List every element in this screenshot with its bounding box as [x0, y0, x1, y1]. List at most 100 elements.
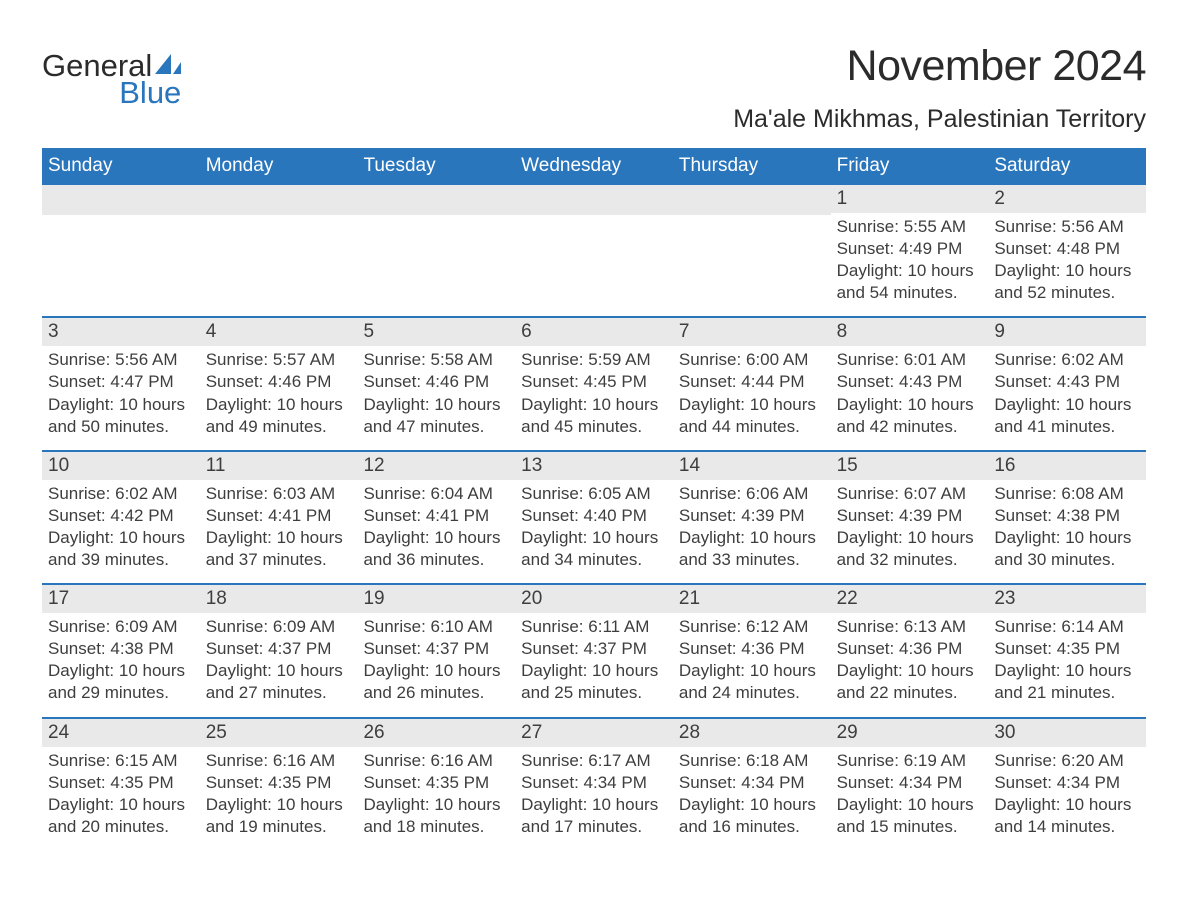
sunrise-label: Sunrise: — [521, 484, 583, 503]
sunrise-value: 6:20 AM — [1061, 751, 1123, 770]
daylight-label: Daylight: — [994, 261, 1060, 280]
day-cell: 2Sunrise: 5:56 AMSunset: 4:48 PMDaylight… — [988, 185, 1146, 316]
sunset-value: 4:37 PM — [584, 639, 647, 658]
day-cell-empty — [200, 185, 358, 316]
sunset-label: Sunset: — [994, 773, 1052, 792]
sunset-line: Sunset: 4:34 PM — [679, 772, 823, 794]
sunrise-line: Sunrise: 6:15 AM — [48, 750, 192, 772]
day-cell: 21Sunrise: 6:12 AMSunset: 4:36 PMDayligh… — [673, 585, 831, 716]
sunrise-label: Sunrise: — [679, 350, 741, 369]
day-cell: 29Sunrise: 6:19 AMSunset: 4:34 PMDayligh… — [831, 719, 989, 850]
brand-text: General Blue — [42, 48, 181, 108]
day-cell: 27Sunrise: 6:17 AMSunset: 4:34 PMDayligh… — [515, 719, 673, 850]
day-number: 3 — [42, 318, 200, 346]
daylight-label: Daylight: — [521, 661, 587, 680]
day-details: Sunrise: 5:56 AMSunset: 4:48 PMDaylight:… — [988, 213, 1146, 304]
sunrise-value: 6:11 AM — [588, 617, 649, 636]
day-details: Sunrise: 6:09 AMSunset: 4:37 PMDaylight:… — [200, 613, 358, 704]
daylight-line: Daylight: 10 hours and 54 minutes. — [837, 260, 981, 304]
sunset-label: Sunset: — [48, 372, 106, 391]
day-cell: 25Sunrise: 6:16 AMSunset: 4:35 PMDayligh… — [200, 719, 358, 850]
sunset-label: Sunset: — [363, 506, 421, 525]
day-cell-empty — [673, 185, 831, 316]
day-cell: 20Sunrise: 6:11 AMSunset: 4:37 PMDayligh… — [515, 585, 673, 716]
day-cell: 10Sunrise: 6:02 AMSunset: 4:42 PMDayligh… — [42, 452, 200, 583]
daylight-line: Daylight: 10 hours and 42 minutes. — [837, 394, 981, 438]
day-number — [200, 185, 358, 215]
daylight-line: Daylight: 10 hours and 25 minutes. — [521, 660, 665, 704]
day-cell: 6Sunrise: 5:59 AMSunset: 4:45 PMDaylight… — [515, 318, 673, 449]
sunrise-label: Sunrise: — [679, 751, 741, 770]
sunrise-line: Sunrise: 6:12 AM — [679, 616, 823, 638]
daylight-label: Daylight: — [837, 528, 903, 547]
day-details: Sunrise: 5:57 AMSunset: 4:46 PMDaylight:… — [200, 346, 358, 437]
sunset-value: 4:43 PM — [1057, 372, 1120, 391]
sunset-label: Sunset: — [206, 773, 264, 792]
day-number: 20 — [515, 585, 673, 613]
sunrise-label: Sunrise: — [679, 617, 741, 636]
daylight-line: Daylight: 10 hours and 24 minutes. — [679, 660, 823, 704]
sunset-line: Sunset: 4:39 PM — [837, 505, 981, 527]
day-details: Sunrise: 6:17 AMSunset: 4:34 PMDaylight:… — [515, 747, 673, 838]
sunrise-value: 6:02 AM — [1061, 350, 1123, 369]
daylight-line: Daylight: 10 hours and 52 minutes. — [994, 260, 1138, 304]
sunset-label: Sunset: — [48, 506, 106, 525]
day-details: Sunrise: 6:11 AMSunset: 4:37 PMDaylight:… — [515, 613, 673, 704]
sunset-label: Sunset: — [48, 773, 106, 792]
day-cell: 15Sunrise: 6:07 AMSunset: 4:39 PMDayligh… — [831, 452, 989, 583]
sunrise-line: Sunrise: 6:10 AM — [363, 616, 507, 638]
daylight-line: Daylight: 10 hours and 41 minutes. — [994, 394, 1138, 438]
sunrise-label: Sunrise: — [206, 617, 268, 636]
sunrise-value: 6:06 AM — [746, 484, 808, 503]
sunrise-value: 6:14 AM — [1061, 617, 1123, 636]
sunset-value: 4:49 PM — [899, 239, 962, 258]
sunset-value: 4:38 PM — [1057, 506, 1120, 525]
day-details: Sunrise: 6:10 AMSunset: 4:37 PMDaylight:… — [357, 613, 515, 704]
day-cell: 19Sunrise: 6:10 AMSunset: 4:37 PMDayligh… — [357, 585, 515, 716]
sunset-value: 4:37 PM — [426, 639, 489, 658]
sunrise-label: Sunrise: — [48, 350, 110, 369]
daylight-line: Daylight: 10 hours and 20 minutes. — [48, 794, 192, 838]
sunset-line: Sunset: 4:47 PM — [48, 371, 192, 393]
daylight-label: Daylight: — [48, 395, 114, 414]
sunrise-line: Sunrise: 5:57 AM — [206, 349, 350, 371]
sunrise-value: 6:19 AM — [904, 751, 966, 770]
sunrise-line: Sunrise: 6:17 AM — [521, 750, 665, 772]
daylight-label: Daylight: — [363, 795, 429, 814]
sunset-label: Sunset: — [48, 639, 106, 658]
day-number: 21 — [673, 585, 831, 613]
sunrise-value: 6:04 AM — [431, 484, 493, 503]
day-number: 4 — [200, 318, 358, 346]
sunrise-line: Sunrise: 6:09 AM — [48, 616, 192, 638]
day-details: Sunrise: 6:20 AMSunset: 4:34 PMDaylight:… — [988, 747, 1146, 838]
day-number: 12 — [357, 452, 515, 480]
day-cell: 23Sunrise: 6:14 AMSunset: 4:35 PMDayligh… — [988, 585, 1146, 716]
sunrise-line: Sunrise: 6:00 AM — [679, 349, 823, 371]
sunset-value: 4:44 PM — [741, 372, 804, 391]
day-number: 9 — [988, 318, 1146, 346]
sunset-line: Sunset: 4:43 PM — [837, 371, 981, 393]
sunset-value: 4:34 PM — [899, 773, 962, 792]
sunrise-value: 5:57 AM — [273, 350, 335, 369]
sunrise-value: 6:18 AM — [746, 751, 808, 770]
sunrise-label: Sunrise: — [994, 751, 1056, 770]
day-number: 16 — [988, 452, 1146, 480]
sunset-value: 4:35 PM — [268, 773, 331, 792]
sunrise-line: Sunrise: 6:04 AM — [363, 483, 507, 505]
sunset-label: Sunset: — [363, 773, 421, 792]
day-number: 5 — [357, 318, 515, 346]
day-cell: 8Sunrise: 6:01 AMSunset: 4:43 PMDaylight… — [831, 318, 989, 449]
sunrise-value: 6:09 AM — [273, 617, 335, 636]
sunset-label: Sunset: — [521, 773, 579, 792]
sunrise-label: Sunrise: — [48, 617, 110, 636]
sunrise-line: Sunrise: 6:20 AM — [994, 750, 1138, 772]
sunset-line: Sunset: 4:49 PM — [837, 238, 981, 260]
sunrise-value: 5:59 AM — [588, 350, 650, 369]
sunset-label: Sunset: — [994, 372, 1052, 391]
sunrise-value: 5:58 AM — [431, 350, 493, 369]
daylight-label: Daylight: — [837, 395, 903, 414]
sunset-line: Sunset: 4:39 PM — [679, 505, 823, 527]
daylight-line: Daylight: 10 hours and 33 minutes. — [679, 527, 823, 571]
day-cell: 22Sunrise: 6:13 AMSunset: 4:36 PMDayligh… — [831, 585, 989, 716]
daylight-line: Daylight: 10 hours and 37 minutes. — [206, 527, 350, 571]
